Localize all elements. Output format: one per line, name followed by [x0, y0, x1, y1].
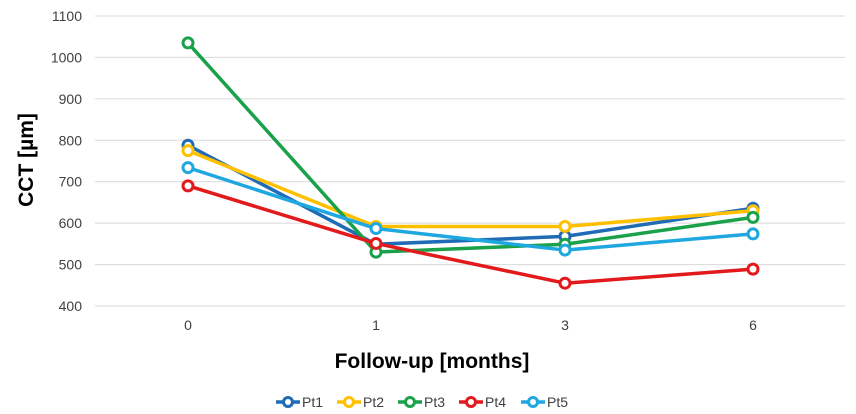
- y-tick-label: 1100: [52, 8, 82, 24]
- legend-swatch-marker: [465, 396, 477, 408]
- legend-swatch-marker: [282, 396, 294, 408]
- legend-label: Pt4: [485, 394, 506, 410]
- series-line: [187, 165, 754, 252]
- data-point: [181, 36, 195, 50]
- legend-label: Pt1: [302, 394, 323, 410]
- data-point: [369, 222, 383, 236]
- legend-item-pt5: Pt5: [521, 394, 568, 410]
- series-line: [187, 149, 754, 229]
- legend-item-pt1: Pt1: [276, 394, 323, 410]
- data-point: [746, 227, 760, 241]
- y-tick-label: 600: [59, 215, 83, 231]
- data-point: [558, 219, 572, 233]
- y-tick-label: 400: [59, 298, 83, 314]
- series-pt5: [181, 161, 760, 257]
- data-point: [369, 236, 383, 250]
- data-point: [181, 179, 195, 193]
- data-point: [558, 276, 572, 290]
- data-point: [181, 144, 195, 158]
- series-pt4: [181, 179, 760, 290]
- y-tick-label: 900: [59, 91, 83, 107]
- series-line: [186, 41, 754, 254]
- data-point: [558, 243, 572, 257]
- legend-item-pt4: Pt4: [459, 394, 506, 410]
- y-tick-label: 1000: [51, 49, 82, 65]
- legend: Pt1 Pt2 Pt3 Pt4 Pt5: [276, 394, 568, 410]
- y-axis-ticks: 400 500 600 700 800 900 1000 1100: [51, 8, 82, 314]
- legend-label: Pt3: [424, 394, 445, 410]
- x-axis-ticks: 0 1 3 6: [184, 317, 757, 333]
- legend-swatch-marker: [343, 396, 355, 408]
- data-point: [746, 210, 760, 224]
- y-tick-label: 800: [59, 132, 83, 148]
- legend-item-pt2: Pt2: [337, 394, 384, 410]
- x-tick-label: 6: [749, 317, 757, 333]
- series-pt3: [181, 36, 760, 259]
- grid-lines: [95, 15, 845, 307]
- x-tick-label: 1: [372, 317, 380, 333]
- x-tick-label: 3: [561, 317, 569, 333]
- legend-label: Pt2: [363, 394, 384, 410]
- y-axis-title: CCT [µm]: [15, 113, 38, 207]
- legend-item-pt3: Pt3: [398, 394, 445, 410]
- legend-swatch-marker: [404, 396, 416, 408]
- series-line: [187, 184, 754, 285]
- legend-swatch-marker: [527, 396, 539, 408]
- series-lines: [181, 36, 760, 290]
- data-point: [746, 262, 760, 276]
- y-tick-label: 700: [59, 174, 83, 190]
- y-tick-label: 500: [59, 257, 83, 273]
- x-tick-label: 0: [184, 317, 192, 333]
- legend-label: Pt5: [547, 394, 568, 410]
- data-point: [181, 161, 195, 175]
- x-axis-title: Follow-up [months]: [335, 350, 530, 373]
